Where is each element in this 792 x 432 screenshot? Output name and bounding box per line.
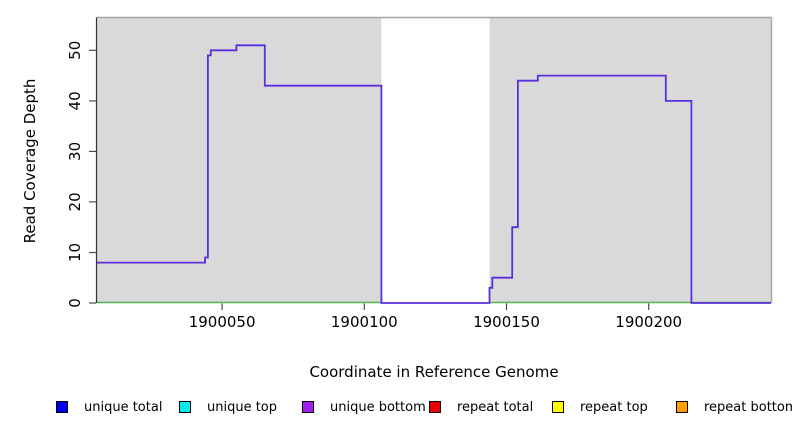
y-tick-label: 0 — [66, 298, 84, 308]
y-tick-label: 40 — [66, 91, 84, 110]
unique-top-swatch-icon — [179, 401, 191, 413]
x-tick-label: 1900050 — [189, 313, 256, 331]
coverage-step-line — [97, 44, 771, 304]
unique-total-swatch-icon — [56, 401, 68, 413]
x-tick-label: 1900100 — [331, 313, 398, 331]
legend-item-repeat-bottom: repeat bottom — [676, 396, 792, 418]
legend-item-unique-top: unique top — [179, 396, 277, 418]
repeat-total-swatch-icon — [429, 401, 441, 413]
y-tick-label: 50 — [66, 41, 84, 60]
legend-label: repeat top — [580, 399, 648, 415]
legend-item-repeat-top: repeat top — [552, 396, 648, 418]
unique-bottom-swatch-icon — [302, 401, 314, 413]
legend-label: unique total — [84, 399, 163, 415]
legend-label: unique top — [207, 399, 278, 415]
legend-label: repeat total — [457, 399, 534, 415]
y-tick-label: 30 — [66, 142, 84, 161]
legend-item-unique-total: unique total — [56, 396, 162, 418]
legend-label: unique bottom — [330, 399, 426, 415]
coverage-gap-region — [381, 18, 490, 304]
legend: unique total unique top unique bottom re… — [0, 396, 792, 420]
repeat-bottom-swatch-icon — [676, 401, 688, 413]
repeat-top-swatch-icon — [552, 401, 564, 413]
legend-item-unique-bottom: unique bottom — [302, 396, 426, 418]
y-tick-label: 20 — [66, 192, 84, 211]
x-tick-label: 1900200 — [615, 313, 682, 331]
y-axis-title: Read Coverage Depth — [21, 78, 39, 244]
y-tick-label: 10 — [66, 243, 84, 262]
x-axis-title: Coordinate in Reference Genome — [309, 363, 559, 381]
legend-label: repeat bottom — [704, 399, 792, 415]
legend-item-repeat-total: repeat total — [429, 396, 533, 418]
x-tick-label: 1900150 — [473, 313, 540, 331]
